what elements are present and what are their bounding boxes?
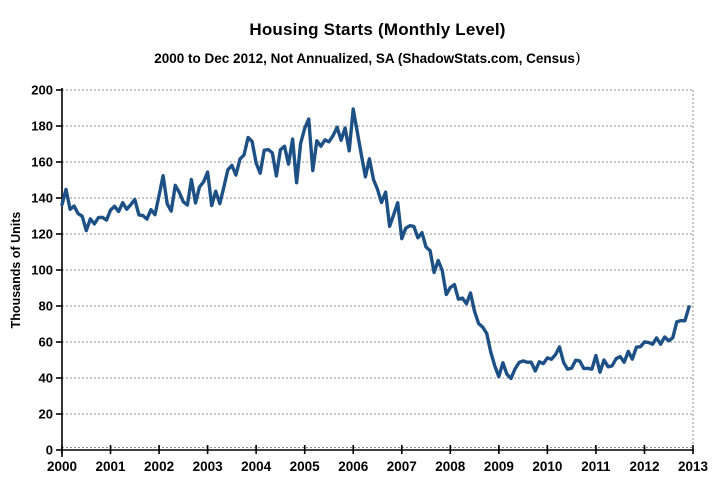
gridlines: [62, 89, 693, 448]
chart-subtitle: 2000 to Dec 2012, Not Annualized, SA (Sh…: [42, 49, 693, 67]
y-tick-label: 180: [31, 119, 53, 134]
x-tick-label: 2004: [241, 459, 272, 474]
y-tick-label: 20: [39, 407, 53, 422]
y-tick-label: 40: [39, 371, 53, 386]
x-tick-label: 2006: [338, 459, 369, 474]
chart-subtitle-text: 2000 to Dec 2012, Not Annualized, SA (Sh…: [154, 51, 575, 66]
y-tick-label: 120: [31, 227, 53, 242]
y-tick-label: 0: [46, 443, 53, 458]
x-tick-label: 2009: [484, 459, 514, 474]
x-tick-label: 2001: [96, 459, 127, 474]
x-tick-label: 2002: [144, 459, 174, 474]
series-line: [60, 107, 691, 381]
y-tick-label: 140: [31, 191, 53, 206]
y-tick-label: 60: [39, 335, 53, 350]
x-tick-label: 2010: [532, 459, 562, 474]
y-tick-label: 160: [31, 155, 53, 170]
x-tick-label: 2008: [435, 459, 466, 474]
x-tick-label: 2007: [387, 459, 417, 474]
y-tick-labels: 0 20 40 60 80 100 120 140 160 180 200: [31, 83, 53, 458]
x-tick-label: 2003: [193, 459, 224, 474]
chart-subtitle-closing-paren: ): [574, 49, 581, 67]
axes: [56, 88, 694, 457]
x-tick-label: 2013: [678, 459, 709, 474]
y-tick-label: 80: [39, 299, 53, 314]
x-tick-label: 2012: [629, 459, 659, 474]
x-tick-label: 2011: [581, 459, 611, 474]
chart-title: Housing Starts (Monthly Level): [249, 20, 506, 39]
x-tick-label: 2000: [47, 459, 77, 474]
y-tick-label: 100: [31, 263, 53, 278]
x-tick-labels: 2000 2001 2002 2003 2004 2005 2006 2007 2008 2009…: [47, 459, 709, 474]
y-tick-label: 200: [31, 83, 53, 98]
x-tick-label: 2005: [290, 459, 321, 474]
